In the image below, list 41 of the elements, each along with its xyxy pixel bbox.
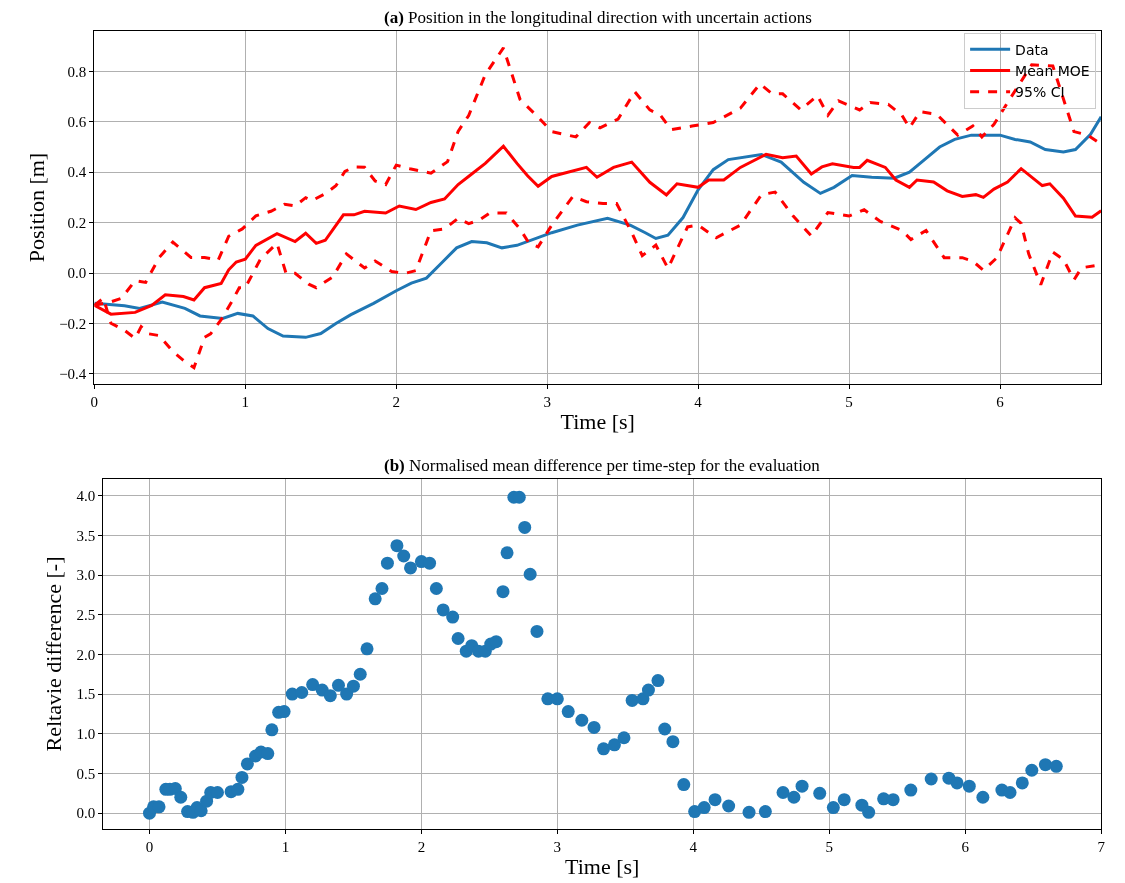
- x-tick-label: 4: [694, 394, 703, 410]
- chart-title: (b) Normalised mean difference per time-step for the evaluation: [384, 456, 821, 475]
- x-tick-label: 1: [281, 839, 290, 855]
- legend-label: Data: [1015, 41, 1049, 58]
- x-tick-label: 2: [392, 394, 400, 410]
- legend-label: Mean MOE: [1015, 63, 1090, 80]
- x-tick-label: 1: [241, 394, 250, 410]
- y-tick-label: 0.0: [67, 265, 87, 282]
- x-tick-label: 0: [90, 394, 99, 410]
- y-tick-label: 3.0: [76, 567, 96, 584]
- x-axis-title: Time [s]: [560, 408, 635, 434]
- y-axis-title: Position [m]: [23, 152, 49, 263]
- x-tick-label: 4: [689, 839, 698, 855]
- x-tick-label: 2: [417, 839, 426, 855]
- y-tick-label: 0.6: [67, 114, 87, 131]
- y-axis-title: Reltavie difference [-]: [41, 556, 67, 752]
- x-tick-label: 0: [145, 839, 154, 855]
- x-tick-label: 5: [825, 839, 833, 855]
- legend-label: 95% CI: [1015, 84, 1065, 101]
- chart-title: (a) Position in the longitudinal direction with uncertain actions: [384, 8, 812, 27]
- y-tick-label: 1.5: [76, 686, 96, 703]
- y-tick-label: −0.2: [59, 315, 87, 332]
- y-tick-label: 0.5: [76, 765, 96, 782]
- y-tick-label: −0.4: [59, 366, 87, 383]
- x-tick-label: 6: [996, 394, 1005, 410]
- x-tick-label: 3: [543, 394, 551, 410]
- x-axis-title: Time [s]: [565, 853, 640, 879]
- x-tick-label: 6: [961, 839, 970, 855]
- line-series: [94, 115, 1102, 339]
- y-tick-label: 0.2: [67, 214, 87, 231]
- x-tick-label: 7: [1097, 839, 1106, 855]
- y-tick-label: 2.0: [76, 646, 96, 663]
- y-tick-label: 3.5: [76, 527, 96, 544]
- y-tick-label: 1.0: [76, 726, 96, 743]
- y-tick-label: 0.0: [76, 805, 96, 822]
- y-tick-label: 2.5: [76, 606, 96, 623]
- x-tick-label: 3: [553, 839, 562, 855]
- x-tick-label: 5: [845, 394, 853, 410]
- y-tick-label: 4.0: [76, 487, 96, 504]
- y-tick-label: 0.4: [67, 164, 87, 181]
- y-tick-label: 0.8: [67, 63, 87, 80]
